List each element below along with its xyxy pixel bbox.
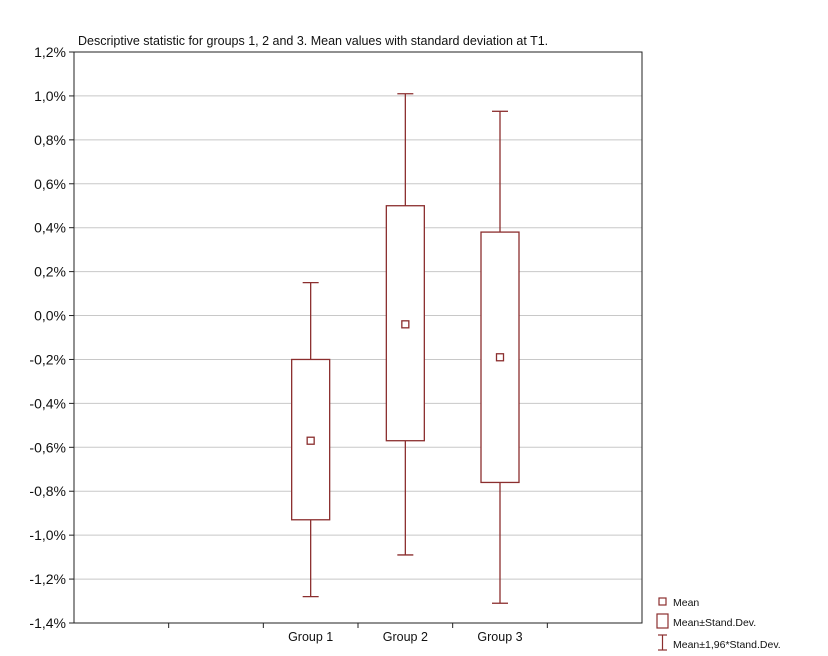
y-tick-label: -0,4%: [29, 395, 66, 411]
plot-frame: [73, 51, 643, 624]
box-group: [385, 93, 425, 556]
y-axis-ticks: 1,2% 1,0% 0,8% 0,6% 0,4% 0,2% 0,0% -0,2% -0,4% -0…: [29, 44, 74, 631]
legend-mean-marker: [658, 597, 667, 606]
box-group: [291, 281, 331, 598]
y-tick-label: -1,2%: [29, 571, 66, 587]
y-tick-label: 0,8%: [34, 132, 66, 148]
box-series: [291, 93, 520, 604]
mean-marker: [401, 320, 410, 329]
y-tick-label: 0,0%: [34, 308, 66, 324]
x-category-label: Group 3: [477, 630, 522, 644]
box-group: [480, 110, 520, 604]
y-tick-label: -1,0%: [29, 527, 66, 543]
x-category-label: Group 2: [383, 630, 428, 644]
chart-title: Descriptive statistic for groups 1, 2 an…: [78, 34, 548, 48]
y-tick-label: -0,2%: [29, 351, 66, 367]
legend-whisker-marker: [658, 634, 667, 651]
y-tick-label: 0,4%: [34, 220, 66, 236]
y-tick-label: -1,4%: [29, 615, 66, 631]
legend-whisker-label: Mean±1,96*Stand.Dev.: [673, 639, 781, 651]
legend-mean-label: Mean: [673, 597, 699, 609]
y-tick-label: 1,2%: [34, 44, 66, 60]
y-tick-label: 0,6%: [34, 176, 66, 192]
grid-lines: [74, 95, 642, 580]
x-category-label: Group 1: [288, 630, 333, 644]
legend-sd-box-marker: [656, 613, 669, 629]
mean-marker: [306, 436, 315, 445]
y-tick-label: -0,6%: [29, 439, 66, 455]
y-tick-label: 0,2%: [34, 264, 66, 280]
legend-sd-label: Mean±Stand.Dev.: [673, 617, 756, 629]
y-tick-label: 1,0%: [34, 88, 66, 104]
x-axis-ticks: Group 1 Group 2 Group 3: [168, 623, 548, 644]
mean-marker: [495, 353, 505, 362]
legend: Mean Mean±Stand.Dev. Mean±1,96*Stand.Dev…: [656, 597, 781, 651]
y-tick-label: -0,8%: [29, 483, 66, 499]
